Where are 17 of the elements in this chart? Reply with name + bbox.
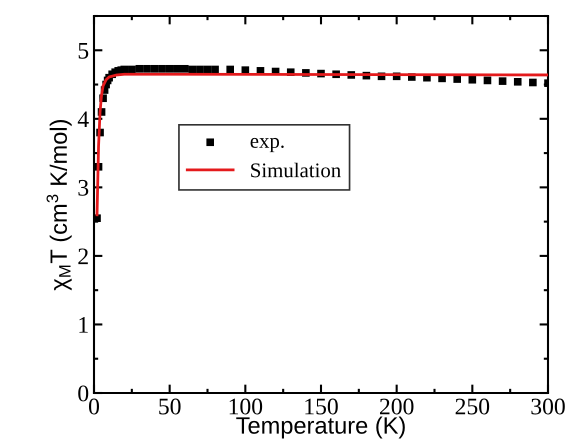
y-tick-label: 2 [78,248,88,264]
legend-label: Simulation [251,162,341,178]
x-tick-label: 0 [88,398,100,414]
x-tick-label: 150 [305,398,338,414]
y-tick-label: 3 [78,180,88,196]
x-axis-title: Temperature (K) [236,416,405,439]
y-tick-label: 4 [78,111,89,128]
legend-label: exp. [250,138,284,152]
x-tick-label: 100 [230,398,262,414]
y-tick-label: 0 [78,385,88,402]
y-tick-label: 5 [78,43,88,59]
x-tick-label: 200 [380,398,414,414]
y-tick-label: 1 [79,317,88,333]
x-tick-label: 50 [159,398,181,414]
y-axis-title: χ$_{M}$T (cm$^{3}$ K/mol) [46,120,72,290]
x-tick-label: 300 [531,398,565,414]
x-tick-label: 250 [456,398,490,414]
